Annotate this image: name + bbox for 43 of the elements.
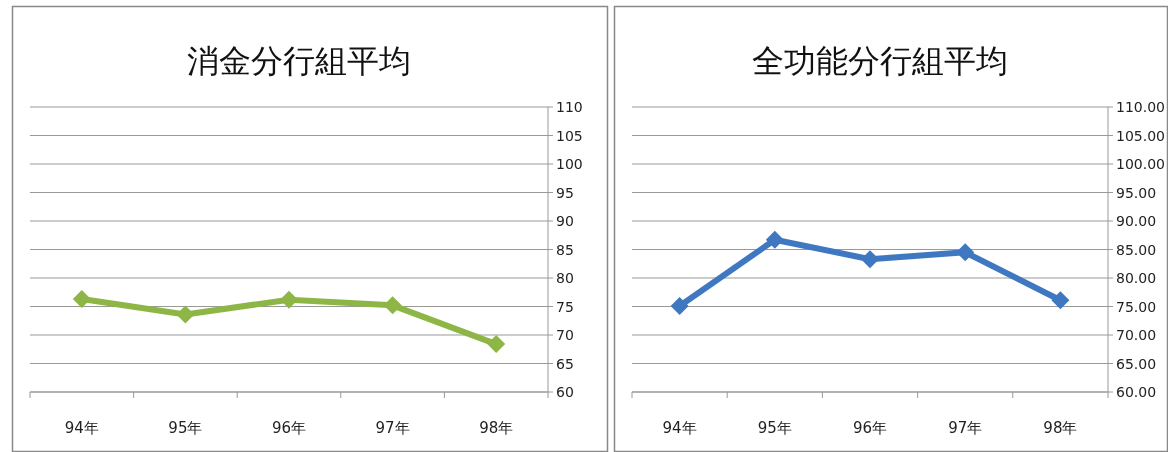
y-tick-label: 80 [556, 270, 574, 286]
point [670, 296, 689, 315]
y-tick-label: 90 [556, 213, 574, 229]
point [176, 305, 195, 324]
x-tick-label: 97年 [948, 419, 983, 437]
y-tick-label: 85.00 [1116, 241, 1157, 258]
y-tick-label: 65.00 [1116, 355, 1157, 372]
y-tick-label: 70 [556, 327, 574, 343]
x-tick-label: 95年 [757, 419, 792, 437]
point [765, 230, 784, 249]
y-tick-label: 100.00 [1116, 156, 1165, 172]
x-tick-label: 96年 [271, 419, 307, 437]
y-tick-label: 110 [556, 99, 583, 115]
x-tick-label: 94年 [662, 419, 697, 437]
x-tick-label: 95年 [168, 419, 203, 437]
y-tick-label: 95 [556, 184, 574, 201]
x-tick-label: 97年 [375, 419, 410, 437]
y-tick-label: 110.00 [1116, 99, 1165, 115]
point [487, 335, 506, 354]
y-tick-label: 105.00 [1116, 127, 1165, 144]
y-tick-label: 75.00 [1116, 298, 1157, 315]
y-tick-label: 70.00 [1116, 327, 1157, 343]
y-tick-label: 100 [556, 156, 583, 172]
y-tick-label: 85 [556, 241, 574, 258]
chart-title: 消金分行組平均 [187, 42, 411, 80]
y-tick-label: 105 [556, 127, 583, 144]
chart-title: 全功能分行組平均 [752, 42, 1008, 80]
x-tick-label: 98年 [1043, 419, 1078, 437]
point [861, 250, 879, 269]
x-tick-label: 96年 [852, 419, 888, 437]
point [1051, 291, 1070, 310]
y-tick-label: 65 [556, 355, 574, 372]
point [280, 290, 298, 309]
x-tick-label: 98年 [479, 419, 514, 437]
point [72, 290, 91, 309]
y-tick-label: 95.00 [1116, 184, 1157, 201]
y-tick-label: 90.00 [1116, 213, 1157, 229]
y-tick-label: 60.00 [1116, 384, 1157, 400]
point [956, 243, 975, 262]
x-tick-label: 94年 [64, 419, 99, 437]
y-tick-label: 80.00 [1116, 270, 1157, 286]
y-tick-label: 60 [556, 384, 574, 400]
y-tick-label: 75 [556, 298, 574, 315]
